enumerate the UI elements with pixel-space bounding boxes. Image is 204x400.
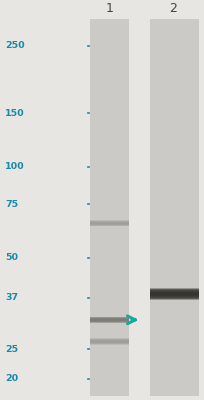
Bar xyxy=(149,290,198,298)
Bar xyxy=(90,222,129,224)
Bar xyxy=(90,222,129,224)
Bar xyxy=(149,290,198,298)
Bar xyxy=(90,339,129,344)
Bar xyxy=(90,341,129,342)
Bar xyxy=(90,220,129,226)
Bar xyxy=(149,289,198,299)
Bar xyxy=(90,319,129,321)
Bar xyxy=(90,338,129,344)
Text: 37: 37 xyxy=(5,293,18,302)
Text: 20: 20 xyxy=(5,374,18,383)
Bar xyxy=(90,340,129,343)
Text: 25: 25 xyxy=(5,345,18,354)
Bar xyxy=(90,340,129,343)
Bar xyxy=(90,317,129,323)
Bar xyxy=(149,292,198,296)
Bar xyxy=(90,318,129,322)
Bar xyxy=(90,223,129,224)
Text: 100: 100 xyxy=(5,162,25,171)
Bar xyxy=(90,220,129,226)
Bar xyxy=(149,290,198,298)
Bar xyxy=(149,292,198,296)
Bar xyxy=(149,292,198,296)
Bar xyxy=(90,318,129,322)
Bar xyxy=(90,221,129,226)
Text: 2: 2 xyxy=(169,2,176,15)
Text: 50: 50 xyxy=(5,253,18,262)
Bar xyxy=(90,221,129,226)
Bar xyxy=(90,221,129,226)
Bar xyxy=(149,293,198,295)
Bar xyxy=(149,293,198,295)
Bar xyxy=(90,223,129,224)
Bar xyxy=(90,338,129,345)
Bar xyxy=(90,19,129,396)
Bar xyxy=(90,317,129,323)
Text: 75: 75 xyxy=(5,200,18,209)
Bar xyxy=(149,291,198,297)
Text: 250: 250 xyxy=(5,41,25,50)
Bar xyxy=(90,318,129,321)
Bar xyxy=(90,317,129,322)
Bar xyxy=(149,291,198,297)
Bar xyxy=(90,339,129,344)
Bar xyxy=(90,318,129,322)
Bar xyxy=(90,318,129,322)
Bar xyxy=(149,289,198,299)
Text: 1: 1 xyxy=(105,2,113,15)
Bar xyxy=(90,338,129,345)
Bar xyxy=(149,19,198,396)
Bar xyxy=(90,222,129,224)
Bar xyxy=(90,341,129,342)
Bar xyxy=(90,223,129,224)
Text: 150: 150 xyxy=(5,109,25,118)
Bar xyxy=(149,292,198,296)
Bar xyxy=(90,222,129,225)
Bar xyxy=(149,288,198,300)
Bar xyxy=(90,221,129,226)
Bar xyxy=(90,339,129,344)
Bar xyxy=(90,319,129,321)
Bar xyxy=(90,340,129,343)
Bar xyxy=(90,319,129,320)
Bar xyxy=(149,288,198,300)
Bar xyxy=(90,220,129,226)
Bar xyxy=(149,291,198,297)
Bar xyxy=(90,340,129,344)
Bar xyxy=(149,288,198,300)
Bar xyxy=(90,318,129,322)
Bar xyxy=(90,339,129,344)
Bar xyxy=(90,318,129,321)
Bar xyxy=(90,319,129,321)
Bar xyxy=(90,317,129,322)
Bar xyxy=(90,222,129,225)
Bar xyxy=(90,222,129,225)
Bar xyxy=(90,340,129,342)
Bar xyxy=(90,341,129,342)
Bar xyxy=(90,222,129,225)
Bar xyxy=(90,317,129,323)
Bar xyxy=(90,318,129,322)
Bar xyxy=(90,341,129,342)
Bar xyxy=(149,294,198,295)
Bar xyxy=(149,290,198,298)
Bar xyxy=(90,222,129,224)
Bar xyxy=(90,340,129,343)
Bar xyxy=(90,338,129,345)
Bar xyxy=(90,340,129,344)
Bar xyxy=(90,319,129,320)
Bar xyxy=(90,221,129,225)
